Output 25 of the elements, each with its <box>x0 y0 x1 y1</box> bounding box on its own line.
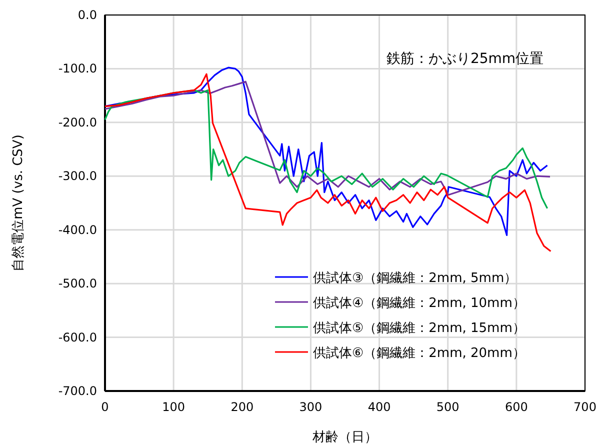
legend-label: 供試体④（鋼繊維：2mm, 10mm） <box>313 296 526 311</box>
x-axis-title: 材齢（日） <box>312 430 378 445</box>
y-tick-label: -500.0 <box>58 276 97 291</box>
y-tick-label: -400.0 <box>58 222 97 237</box>
legend-label: 供試体③（鋼繊維：2mm, 5mm） <box>313 271 518 286</box>
x-tick-label: 600 <box>504 400 528 414</box>
annotation: 鉄筋：かぶり25mm位置 <box>386 51 544 67</box>
line-series <box>104 80 551 196</box>
x-tick-label: 0 <box>101 400 109 414</box>
y-tick-label: 0.0 <box>78 8 97 22</box>
x-tick-label: 400 <box>368 400 391 414</box>
legend-label: 供試体⑥（鋼繊維：2mm, 20mm） <box>313 346 526 361</box>
x-tick-label: 200 <box>230 400 254 414</box>
legend-label: 供試体⑤（鋼繊維：2mm, 15mm） <box>313 321 526 336</box>
x-tick-label: 700 <box>574 400 596 414</box>
y-axis-title: 自然電位mV (vs. CSV) <box>11 134 26 272</box>
y-tick-label: -600.0 <box>58 330 97 344</box>
x-tick-label: 500 <box>436 400 460 414</box>
y-tick-label: -100.0 <box>58 62 97 76</box>
x-tick-label: 100 <box>162 400 186 414</box>
x-tick-label: 300 <box>299 400 322 414</box>
y-tick-label: -700.0 <box>58 384 97 398</box>
line-series <box>104 89 548 210</box>
y-tick-label: -300.0 <box>58 169 97 184</box>
y-tick-label: -200.0 <box>58 115 97 130</box>
